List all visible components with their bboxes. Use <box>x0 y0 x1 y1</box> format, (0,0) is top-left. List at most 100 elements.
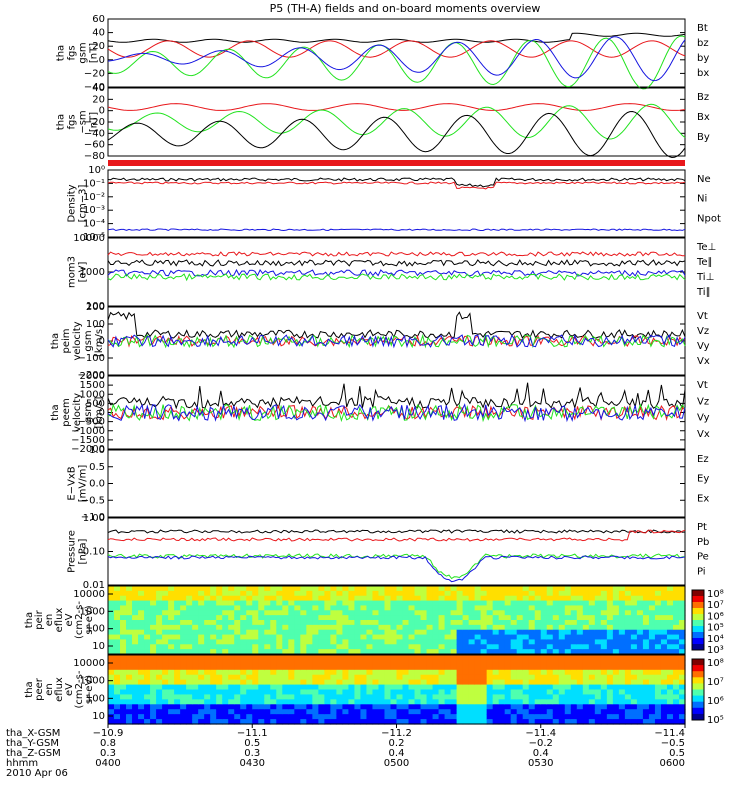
spec-cell <box>486 694 494 700</box>
spec-cell <box>438 694 446 700</box>
spec-cell <box>192 629 199 636</box>
spec-cell <box>504 629 512 636</box>
spec-cell <box>120 709 127 715</box>
spec-cell <box>474 586 482 592</box>
spec-cell <box>366 719 374 725</box>
spec-cell <box>600 664 608 671</box>
spec-cell <box>144 714 151 720</box>
spec-cell <box>204 639 211 645</box>
spec-cell <box>312 600 319 607</box>
spec-cell <box>162 664 169 671</box>
spec-cell <box>630 629 638 636</box>
spec-cell <box>264 699 271 705</box>
spec-cell <box>456 655 464 661</box>
spec-cell <box>114 624 121 631</box>
spec-cell <box>378 595 386 602</box>
spec-cell <box>480 620 488 626</box>
spec-cell <box>294 605 301 611</box>
spec-cell <box>522 590 530 597</box>
spec-cell <box>234 694 241 700</box>
spec-cell <box>306 620 313 626</box>
spec-cell <box>564 659 572 666</box>
spec-cell <box>612 649 620 655</box>
spec-cell <box>480 590 488 597</box>
spec-cell <box>558 590 566 597</box>
spec-cell <box>324 684 331 691</box>
spec-cell <box>516 689 524 696</box>
spec-cell <box>210 605 217 611</box>
spec-cell <box>114 605 121 611</box>
spec-cell <box>294 669 301 676</box>
spec-cell <box>474 689 482 696</box>
spec-cell <box>282 709 289 715</box>
spec-cell <box>282 639 289 645</box>
spec-cell <box>378 649 386 655</box>
spec-cell <box>558 644 566 650</box>
spec-cell <box>546 605 554 611</box>
spec-cell <box>432 639 440 645</box>
spec-cell <box>180 605 187 611</box>
spec-cell <box>492 624 500 631</box>
spec-cell <box>438 649 446 655</box>
spec-cell <box>408 669 416 676</box>
spec-cell <box>450 649 458 655</box>
spec-cell <box>132 634 139 641</box>
spec-cell <box>570 649 578 655</box>
spec-cell <box>564 624 572 631</box>
spec-cell <box>654 699 662 705</box>
ytick-label: 20 <box>92 94 105 105</box>
spec-cell <box>540 644 548 650</box>
spec-cell <box>498 699 506 705</box>
spec-cell <box>456 679 464 686</box>
spec-cell <box>366 699 374 705</box>
spec-cell <box>462 600 470 607</box>
spec-cell <box>306 664 313 671</box>
spec-cell <box>198 605 205 611</box>
spec-cell <box>552 714 560 720</box>
spec-cell <box>570 709 578 715</box>
spec-cell <box>174 655 181 661</box>
spec-cell <box>204 679 211 686</box>
spec-cell <box>612 615 620 621</box>
spec-cell <box>492 699 500 705</box>
spec-cell <box>486 684 494 691</box>
spec-cell <box>120 624 127 631</box>
spec-cell <box>246 620 253 626</box>
spec-cell <box>432 704 440 710</box>
colorbar-step <box>692 602 704 609</box>
spec-cell <box>510 615 518 621</box>
spec-cell <box>108 699 115 705</box>
spec-cell <box>378 655 386 661</box>
ytick-label: 1000 <box>80 676 105 687</box>
spec-cell <box>306 709 313 715</box>
spec-cell <box>606 620 614 626</box>
colorbar-step <box>692 659 704 666</box>
spec-cell <box>510 669 518 676</box>
spec-cell <box>402 624 410 631</box>
spec-cell <box>126 714 133 720</box>
spec-cell <box>666 610 674 616</box>
spec-cell <box>606 590 614 597</box>
spec-cell <box>186 586 193 592</box>
spec-cell <box>120 714 127 720</box>
spec-cell <box>468 615 476 621</box>
spec-cell <box>216 624 223 631</box>
spec-cell <box>228 629 235 636</box>
spec-cell <box>204 620 211 626</box>
spec-cell <box>114 595 121 602</box>
spec-cell <box>240 644 247 650</box>
spec-cell <box>510 649 518 655</box>
ytick-label: 60 <box>92 14 105 25</box>
spec-cell <box>450 659 458 666</box>
spec-cell <box>162 586 169 592</box>
spec-cell <box>216 684 223 691</box>
spec-cell <box>132 590 139 597</box>
spec-cell <box>378 679 386 686</box>
spec-cell <box>444 699 452 705</box>
spec-cell <box>414 679 422 686</box>
spec-cell <box>498 669 506 676</box>
spec-cell <box>312 610 319 616</box>
spec-cell <box>510 624 518 631</box>
spec-cell <box>168 644 175 650</box>
spec-cell <box>156 679 163 686</box>
